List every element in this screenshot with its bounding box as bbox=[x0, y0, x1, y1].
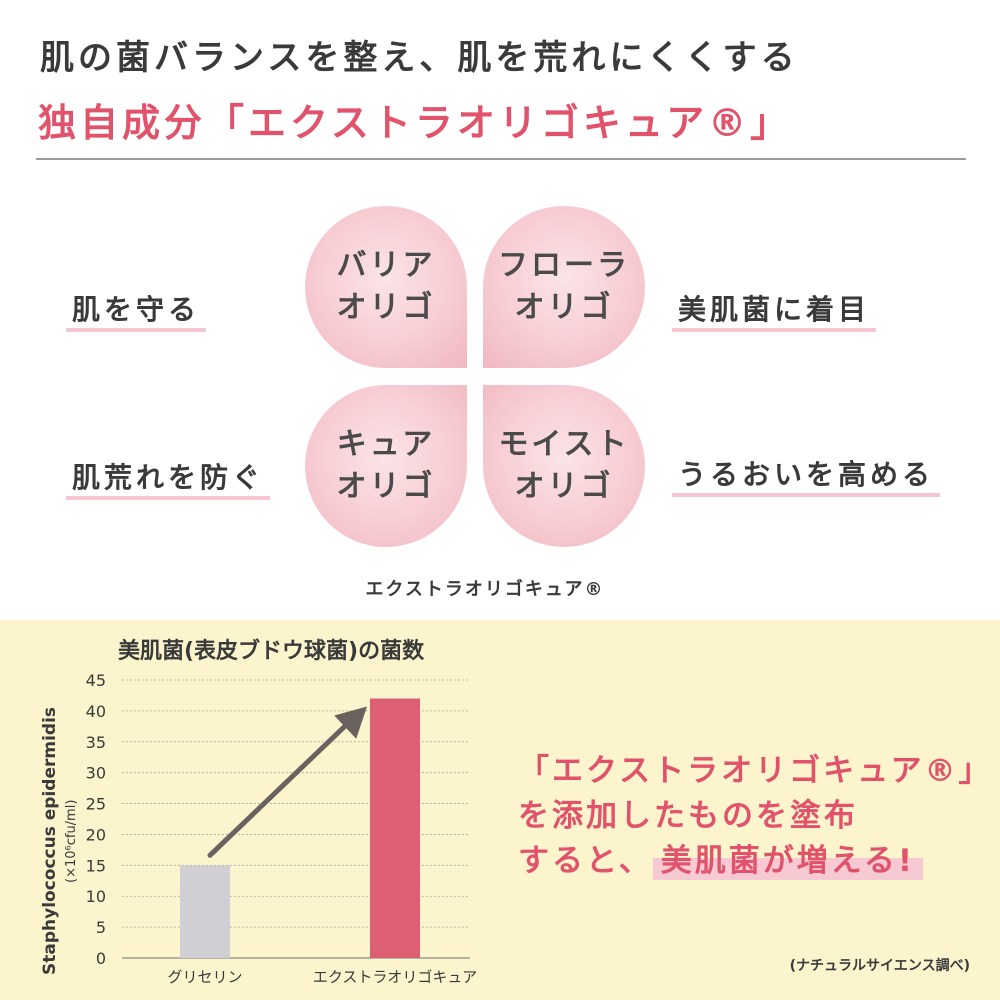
y-axis-label: Staphylococcus epidermidis bbox=[40, 706, 60, 975]
y-tick-label: 25 bbox=[86, 795, 106, 814]
bar bbox=[370, 698, 420, 958]
petal-cure-oligo: キュア オリゴ bbox=[305, 385, 467, 547]
clover-caption: エクストラオリゴキュア® bbox=[365, 579, 605, 600]
y-tick-label: 35 bbox=[86, 733, 106, 752]
y-tick-label: 20 bbox=[86, 825, 106, 844]
y-tick-label: 5 bbox=[96, 918, 106, 937]
petal-flora-oligo: フローラ オリゴ bbox=[483, 206, 645, 368]
petal-moist-oligo: モイスト オリゴ bbox=[483, 385, 645, 547]
callout-highlight: 美肌菌が増える! bbox=[652, 835, 923, 880]
trend-arrow-head bbox=[334, 706, 367, 739]
label-boost-moisture: うるおいを高める bbox=[672, 453, 941, 497]
y-tick-label: 30 bbox=[86, 764, 106, 783]
label-prevent-rough-skin: 肌荒れを防ぐ bbox=[66, 456, 271, 500]
trend-arrow-shaft bbox=[207, 714, 358, 858]
bar-chart: 0 5 10 15 20 25 30 35 40 45 グリセリン エクストラオリゴキュア bbox=[86, 671, 477, 986]
y-tick-label: 0 bbox=[96, 949, 106, 968]
divider bbox=[36, 158, 966, 160]
x-tick-label: エクストラオリゴキュア bbox=[313, 968, 477, 986]
y-tick-label: 15 bbox=[86, 856, 106, 875]
label-beauty-bacteria: 美肌菌に着目 bbox=[672, 288, 877, 332]
petal-barrier-oligo: バリア オリゴ bbox=[305, 206, 467, 368]
headline: 肌の菌バランスを整え、肌を荒れにくくする bbox=[40, 38, 799, 78]
callout-line-3: すると、 美肌菌が増える! bbox=[518, 835, 923, 880]
bar bbox=[180, 865, 230, 958]
source-note: (ナチュラルサイエンス調べ) bbox=[789, 958, 970, 974]
callout-line-2: を添加したものを塗布 bbox=[518, 798, 858, 834]
y-axis-unit: (×10⁶cfu/ml) bbox=[64, 799, 79, 883]
chart-title: 美肌菌(表皮ブドウ球菌)の菌数 bbox=[118, 639, 425, 664]
y-tick-label: 45 bbox=[86, 671, 106, 690]
callout-line-1: 「エクストラオリゴキュア®」 bbox=[518, 753, 993, 789]
product-headline: 独自成分「エクストラオリゴキュア®」 bbox=[38, 101, 793, 145]
label-protect-skin: 肌を守る bbox=[66, 288, 207, 332]
x-tick-label: グリセリン bbox=[167, 968, 242, 986]
y-tick-label: 10 bbox=[86, 887, 106, 906]
chart-panel bbox=[0, 620, 1000, 1000]
callout-line-3-prefix: すると、 bbox=[518, 843, 653, 879]
y-tick-label: 40 bbox=[86, 702, 106, 721]
